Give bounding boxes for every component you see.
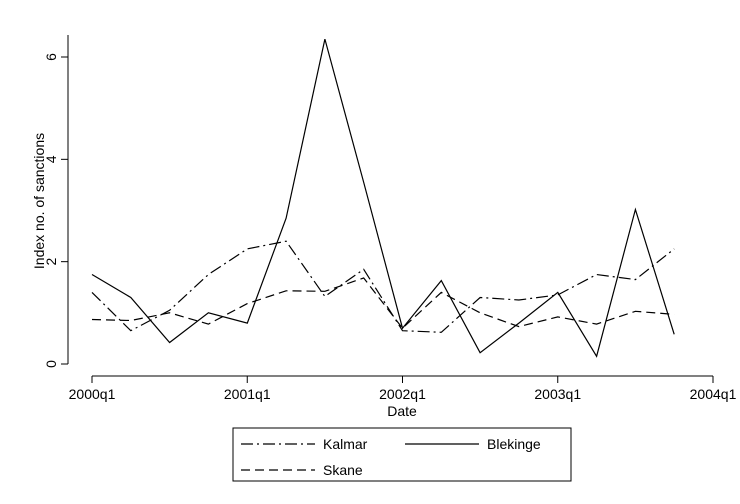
legend-label-blekinge: Blekinge [487,436,541,452]
legend-box [232,427,572,482]
series-lines [91,38,675,358]
series-line-skane [91,277,675,330]
y-tick-label: 4 [43,155,59,163]
series-line-blekinge [91,38,675,358]
x-axis-label: Date [387,403,417,419]
legend: Kalmar Blekinge Skane [232,427,572,482]
axes: 0 2 4 6 2000q1 2001q1 2002q1 2003q1 2004q1 [43,35,737,402]
x-tick-label: 2004q1 [690,386,737,402]
y-tick-label: 2 [43,258,59,266]
legend-label-skane: Skane [323,462,363,478]
x-tick-label: 2002q1 [379,386,426,402]
y-tick-label: 0 [43,360,59,368]
y-axis-label: Index no. of sanctions [31,133,47,269]
x-tick-label: 2003q1 [534,386,581,402]
legend-label-kalmar: Kalmar [323,436,368,452]
x-tick-label: 2001q1 [224,386,271,402]
x-tick-label: 2000q1 [69,386,116,402]
y-tick-label: 6 [43,53,59,61]
